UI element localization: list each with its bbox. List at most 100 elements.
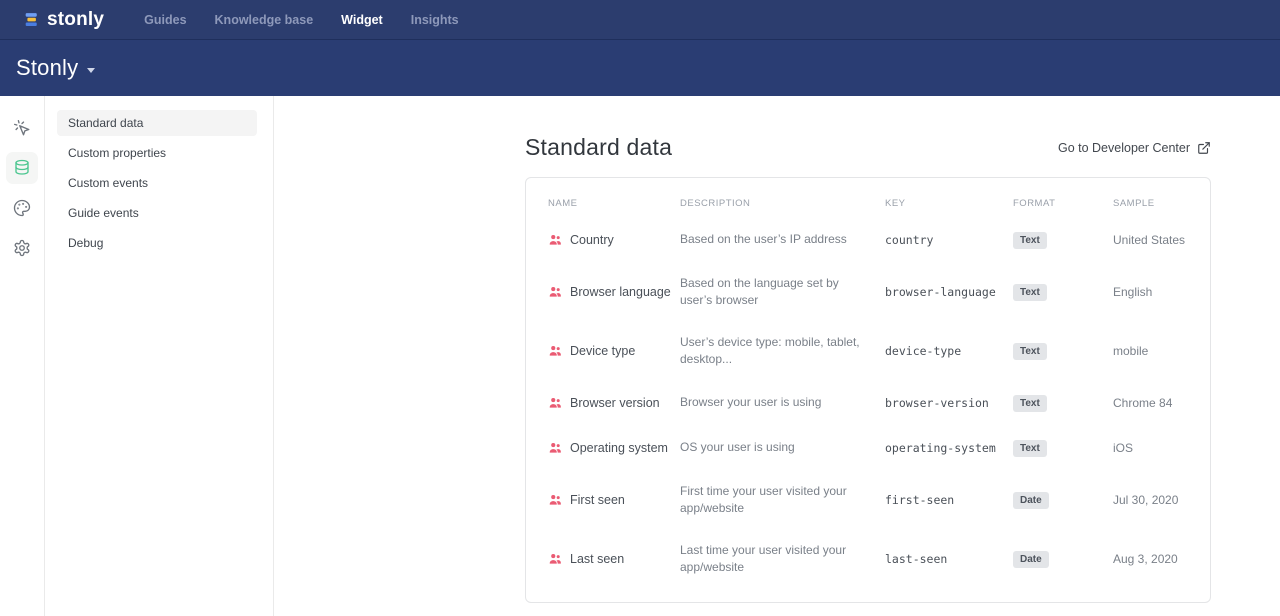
sidebar-menu-item-label: Custom events — [68, 176, 149, 190]
users-icon — [549, 234, 561, 245]
cell-name: Last seen — [548, 552, 680, 566]
rail-item-settings[interactable] — [6, 232, 38, 264]
rail-item-guides-pointer[interactable] — [6, 112, 38, 144]
cell-description: Based on the user’s IP address — [680, 232, 847, 247]
stonly-logo[interactable]: stonly — [24, 9, 104, 31]
table-row: Browser version Browser your user is usi… — [548, 380, 1188, 425]
rail-item-appearance[interactable] — [6, 192, 38, 224]
cell-sample: United States — [1113, 232, 1186, 247]
property-name: Operating system — [570, 440, 668, 455]
sidebar-menu-item[interactable]: Custom events — [57, 170, 257, 196]
cell-key: country — [885, 232, 934, 247]
pointer-click-icon — [13, 119, 30, 136]
table-row: Browser language Based on the language s… — [548, 262, 1188, 321]
top-nav-item-label: Guides — [144, 12, 187, 27]
cell-name: Browser version — [548, 396, 680, 410]
stonly-logo-icon — [25, 13, 37, 27]
sidebar-menu-item[interactable]: Debug — [57, 230, 257, 256]
cell-key: device-type — [885, 343, 962, 358]
users-icon — [549, 553, 561, 564]
cell-format: Text — [1013, 341, 1113, 361]
users-icon — [549, 442, 561, 453]
table-column-header: FORMAT — [1013, 198, 1056, 209]
cell-name: Country — [548, 233, 680, 247]
cell-description: First time your user visited your app/we… — [680, 484, 847, 515]
sidebar-menu-item[interactable]: Standard data — [57, 110, 257, 136]
property-name: First seen — [570, 492, 625, 507]
cell-name: Operating system — [548, 441, 680, 455]
cell-sample: mobile — [1113, 343, 1149, 358]
format-badge: Date — [1013, 492, 1049, 510]
table-column-header: SAMPLE — [1113, 198, 1155, 209]
page-title: Standard data — [525, 134, 673, 160]
app-header-bar: Stonly — [0, 40, 1280, 96]
cell-key: operating-system — [885, 440, 996, 455]
developer-center-link[interactable]: Go to Developer Center — [1058, 141, 1211, 155]
cell-description: Based on the language set by user’s brow… — [680, 276, 839, 307]
top-nav-item-label: Insights — [410, 12, 459, 27]
cell-sample: Chrome 84 — [1113, 395, 1173, 410]
format-badge: Date — [1013, 551, 1049, 569]
cell-description: User’s device type: mobile, tablet, desk… — [680, 335, 860, 366]
cell-key: last-seen — [885, 551, 948, 566]
workspace-title: Stonly — [16, 55, 79, 80]
format-badge: Text — [1013, 232, 1047, 249]
cell-name: First seen — [548, 493, 680, 507]
cell-key: first-seen — [885, 492, 955, 507]
cell-format: Date — [1013, 490, 1113, 510]
format-badge: Text — [1013, 343, 1047, 361]
cell-description: Browser your user is using — [680, 395, 822, 410]
users-icon — [549, 494, 561, 505]
content-area: Standard data Custom properties Custom e… — [0, 96, 1280, 616]
top-nav-item[interactable]: Guides — [130, 0, 200, 40]
cell-key: browser-version — [885, 395, 989, 410]
table-column-header: DESCRIPTION — [680, 198, 751, 209]
external-link-icon — [1198, 141, 1210, 154]
cell-sample: English — [1113, 284, 1153, 299]
top-nav-item[interactable]: Knowledge base — [201, 0, 328, 40]
cell-format: Text — [1013, 282, 1113, 302]
top-nav-item[interactable]: Insights — [397, 0, 473, 40]
sidebar-menu-item-label: Standard data — [68, 116, 144, 130]
cell-name: Device type — [548, 344, 680, 358]
sidebar-menu-item[interactable]: Custom properties — [57, 140, 257, 166]
sidebar-menu-item-label: Guide events — [68, 206, 139, 220]
table-row: Country Based on the user’s IP address c… — [548, 217, 1188, 262]
icon-rail — [0, 96, 45, 616]
top-nav-item[interactable]: Widget — [327, 0, 397, 40]
top-nav-item-label: Knowledge base — [214, 12, 314, 27]
users-icon — [549, 286, 561, 297]
format-badge: Text — [1013, 395, 1047, 413]
cell-format: Date — [1013, 549, 1113, 569]
standard-data-table-card: NAME DESCRIPTION KEY FORMAT SAMPLE — [525, 177, 1211, 604]
database-icon — [15, 159, 29, 175]
cell-name: Browser language — [548, 285, 680, 299]
property-name: Browser version — [570, 395, 660, 410]
main-panel: Standard data Go to Developer Center NAM… — [274, 96, 1280, 616]
table-row: First seen First time your user visited … — [548, 470, 1188, 529]
rail-item-data[interactable] — [6, 152, 38, 184]
caret-down-icon — [87, 68, 96, 73]
users-icon — [549, 345, 561, 356]
property-name: Browser language — [570, 284, 671, 299]
cell-key: browser-language — [885, 284, 996, 299]
table-body: Country Based on the user’s IP address c… — [548, 217, 1188, 588]
format-badge: Text — [1013, 284, 1047, 302]
table-row: Last seen Last time your user visited yo… — [548, 529, 1188, 588]
cell-format: Text — [1013, 438, 1113, 458]
table-column-header: NAME — [548, 198, 578, 209]
workspace-switcher[interactable]: Stonly — [16, 55, 96, 81]
sidebar-menu-item[interactable]: Guide events — [57, 200, 257, 226]
top-navigation-bar: stonly Guides Knowledge base Widget Insi… — [0, 0, 1280, 40]
cell-format: Text — [1013, 230, 1113, 249]
gear-icon — [14, 239, 30, 257]
sidebar-menu-item-label: Custom properties — [68, 146, 167, 160]
cell-description: Last time your user visited your app/web… — [680, 543, 847, 574]
table-column-header: KEY — [885, 198, 906, 209]
palette-icon — [13, 199, 31, 217]
cell-description: OS your user is using — [680, 440, 795, 455]
cell-sample: iOS — [1113, 440, 1134, 455]
property-name: Device type — [570, 343, 636, 358]
table-row: Device type User’s device type: mobile, … — [548, 321, 1188, 380]
table-header-row: NAME DESCRIPTION KEY FORMAT SAMPLE — [548, 178, 1188, 217]
